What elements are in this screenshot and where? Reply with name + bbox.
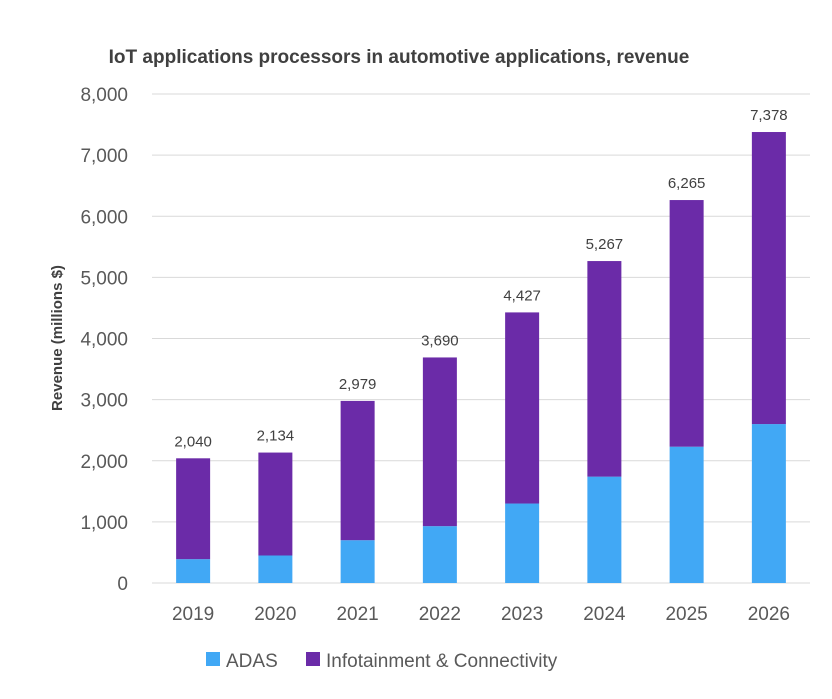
data-labels: 2,040 2,134 2,979 3,690 4,427 5,267 6,265 7,378	[174, 107, 787, 450]
x-tick-label: 2026	[748, 604, 790, 625]
y-tick-label: 1,000	[80, 513, 128, 534]
y-tick-label: 6,000	[80, 207, 128, 228]
bar-infotainment	[176, 458, 211, 560]
legend-swatch-infotainment	[306, 652, 320, 666]
y-tick-label: 5,000	[80, 268, 128, 289]
bar-infotainment	[258, 452, 293, 556]
y-tick-label: 0	[117, 574, 128, 595]
y-tick-label: 8,000	[80, 85, 128, 106]
total-data-label: 2,040	[174, 433, 212, 450]
bar-adas	[587, 476, 622, 583]
bar-adas	[751, 424, 786, 583]
bar-infotainment	[340, 400, 375, 541]
bar-adas	[422, 526, 457, 583]
bar-infotainment	[669, 200, 704, 447]
bar-infotainment	[505, 312, 540, 504]
bars	[176, 132, 786, 583]
total-data-label: 5,267	[586, 236, 624, 253]
legend-label-infotainment: Infotainment & Connectivity	[326, 651, 558, 672]
x-axis-ticks: 2019 2020 2021 2022 2023 2024 2025 2026	[172, 604, 790, 625]
total-data-label: 7,378	[750, 107, 788, 124]
bar-infotainment	[751, 132, 786, 425]
total-data-label: 2,134	[257, 428, 295, 445]
x-tick-label: 2024	[583, 604, 626, 625]
bar-adas	[669, 446, 704, 583]
legend-label-adas: ADAS	[226, 651, 278, 672]
bar-infotainment	[587, 261, 622, 477]
x-tick-label: 2023	[501, 604, 543, 625]
gridlines	[152, 93, 810, 584]
legend: ADAS Infotainment & Connectivity	[206, 651, 558, 672]
x-tick-label: 2019	[172, 604, 214, 625]
y-tick-label: 2,000	[80, 452, 128, 473]
bar-adas	[258, 555, 293, 583]
y-tick-label: 3,000	[80, 391, 128, 412]
total-data-label: 4,427	[503, 287, 541, 304]
bar-adas	[176, 559, 211, 583]
total-data-label: 2,979	[339, 376, 377, 393]
x-tick-label: 2022	[419, 604, 461, 625]
chart-title: IoT applications processors in automotiv…	[109, 47, 690, 68]
x-tick-label: 2020	[254, 604, 296, 625]
x-tick-label: 2021	[336, 604, 378, 625]
total-data-label: 3,690	[421, 332, 459, 349]
bar-adas	[340, 540, 375, 583]
y-axis-label: Revenue (millions $)	[49, 265, 66, 411]
x-tick-label: 2025	[665, 604, 707, 625]
y-axis-ticks: 0 1,000 2,000 3,000 4,000 5,000 6,000 7,000 8,00…	[80, 85, 128, 595]
legend-swatch-adas	[206, 652, 220, 666]
bar-adas	[505, 503, 540, 583]
bar-infotainment	[422, 357, 457, 527]
y-tick-label: 7,000	[80, 146, 128, 167]
total-data-label: 6,265	[668, 175, 706, 192]
y-tick-label: 4,000	[80, 330, 128, 351]
